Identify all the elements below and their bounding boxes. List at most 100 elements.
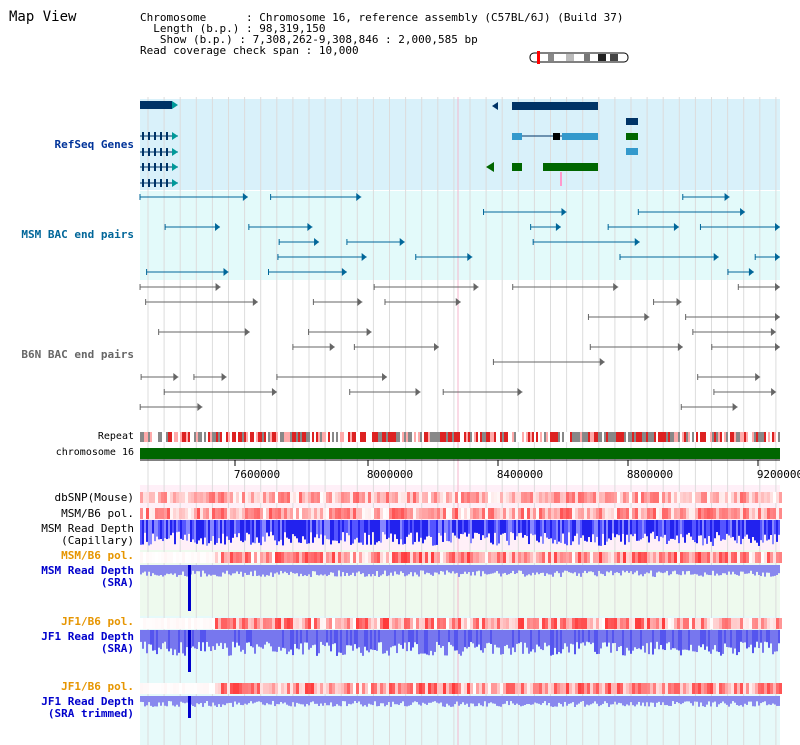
msm-pol2-cell <box>326 552 329 563</box>
msm-pol-cell <box>632 508 635 519</box>
msm-pol-cell <box>260 508 263 519</box>
jf1-depth-bar <box>254 630 256 654</box>
repeat-segment <box>254 432 256 442</box>
refseq-arrow <box>492 102 498 110</box>
jf1-trim-depth-bar <box>546 696 548 706</box>
jf1-trim-depth-bar <box>276 696 278 705</box>
repeat-segment <box>696 432 698 442</box>
jf1-depth-bar <box>262 630 264 649</box>
jf1-pol-cell <box>149 618 152 629</box>
msm-depth-bar <box>200 565 202 577</box>
repeat-segment <box>644 432 646 442</box>
jf1-depth-bar <box>562 630 564 650</box>
msm-bac-pair-end <box>713 253 719 261</box>
dbsnp-cell <box>260 492 263 503</box>
msm-pol-cell <box>752 508 755 519</box>
jf1-trim-depth-bar <box>444 696 446 707</box>
capillary-depth-bar <box>476 520 478 533</box>
jf1-pol2-cell <box>779 683 782 694</box>
repeat-segment <box>484 432 486 442</box>
jf1-depth-bar <box>768 630 770 648</box>
msm-pol2-cell <box>695 552 698 563</box>
msm-depth-bar <box>166 565 168 574</box>
jf1-trim-depth-bar <box>512 696 514 704</box>
capillary-depth-bar <box>470 520 472 544</box>
jf1-pol-cell <box>401 618 404 629</box>
dbsnp-cell <box>314 492 317 503</box>
capillary-depth-bar <box>750 520 752 543</box>
jf1-pol-cell <box>458 618 461 629</box>
dbsnp-cell <box>281 492 284 503</box>
jf1-pol-cell <box>617 618 620 629</box>
jf1-pol2-cell <box>368 683 371 694</box>
jf1-pol-cell <box>548 618 551 629</box>
jf1-trim-depth-bar <box>340 696 342 707</box>
msm-depth-bar <box>564 565 566 571</box>
chromosome-ideogram[interactable] <box>529 51 629 64</box>
msm-pol-cell <box>179 508 182 519</box>
msm-depth-bar <box>678 565 680 575</box>
msm-depth-bar <box>430 565 432 575</box>
jf1-trim-depth-bar <box>390 696 392 707</box>
msm-pol-cell <box>227 508 230 519</box>
msm-depth-bar <box>554 565 556 573</box>
msm-depth-bar <box>162 565 164 577</box>
msm-pol2-cell <box>599 552 602 563</box>
jf1-trim-depth-bar <box>744 696 746 704</box>
repeat-segment <box>420 432 422 442</box>
jf1-trim-depth-bar <box>574 696 576 707</box>
msm-depth-bar <box>340 565 342 577</box>
capillary-depth-bar <box>398 520 400 545</box>
repeat-segment <box>718 432 720 442</box>
refseq-exon <box>154 148 156 156</box>
msm-pol2-cell <box>452 552 455 563</box>
repeat-segment <box>510 432 512 442</box>
jf1-trim-depth-bar <box>750 696 752 702</box>
jf1-depth-bar <box>538 630 540 647</box>
msm-depth-bar <box>634 565 636 573</box>
msm-pol-cell <box>653 508 656 519</box>
repeat-segment <box>450 432 452 442</box>
jf1-depth-bar <box>426 630 428 655</box>
jf1-depth-bar <box>530 630 532 652</box>
msm-pol-cell <box>533 508 536 519</box>
capillary-depth-bar <box>704 520 706 539</box>
msm-depth-bar <box>296 565 298 574</box>
msm-pol-cell <box>656 508 659 519</box>
msm-pol-cell <box>710 508 713 519</box>
msm-depth-bar <box>756 565 758 572</box>
msm-depth-bar <box>348 565 350 576</box>
jf1-depth-bar <box>464 630 466 648</box>
jf1-pol-cell <box>653 618 656 629</box>
capillary-depth-bar <box>440 520 442 536</box>
jf1-pol2-cell <box>749 683 752 694</box>
capillary-depth-bar <box>170 520 172 536</box>
msm-pol-cell <box>542 508 545 519</box>
dbsnp-cell <box>548 492 551 503</box>
jf1-depth-bar <box>540 630 542 650</box>
repeat-segment <box>266 432 268 442</box>
jf1-trim-depth-bar <box>204 696 206 704</box>
msm-depth-bar <box>504 565 506 573</box>
b6n-bac-pair-end <box>382 373 388 381</box>
repeat-segment <box>164 432 166 442</box>
jf1-depth-bar <box>588 630 590 643</box>
jf1-trim-depth-bar <box>174 696 176 707</box>
jf1-depth-bar <box>696 630 698 653</box>
dbsnp-cell <box>665 492 668 503</box>
msm-pol-cell <box>497 508 500 519</box>
msm-pol-cell <box>401 508 404 519</box>
repeat-segment <box>368 432 370 442</box>
jf1-trim-depth-bar <box>748 696 750 702</box>
jf1-trim-depth-bar <box>564 696 566 702</box>
jf1-pol2-cell <box>650 683 653 694</box>
msm-depth-bar <box>478 565 480 571</box>
capillary-depth-bar <box>420 520 422 538</box>
repeat-segment <box>336 432 338 442</box>
jf1-trim-depth-bar <box>710 696 712 707</box>
msm-pol2-cell <box>773 552 776 563</box>
jf1-pol-cell <box>467 618 470 629</box>
jf1-depth-bar <box>682 630 684 650</box>
repeat-segment <box>606 432 608 442</box>
